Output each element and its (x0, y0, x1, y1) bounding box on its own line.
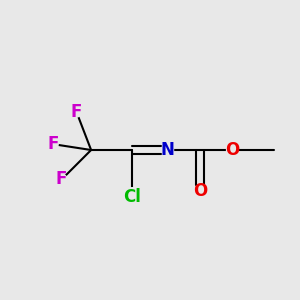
Circle shape (71, 106, 82, 117)
Circle shape (56, 174, 67, 185)
Text: F: F (71, 103, 82, 121)
Circle shape (226, 144, 238, 156)
Text: F: F (47, 135, 58, 153)
Circle shape (194, 185, 206, 197)
Circle shape (47, 139, 58, 149)
Text: N: N (161, 141, 175, 159)
Circle shape (162, 144, 174, 156)
Text: O: O (225, 141, 240, 159)
Text: O: O (193, 182, 207, 200)
Text: F: F (56, 170, 68, 188)
Text: Cl: Cl (123, 188, 141, 206)
Circle shape (123, 188, 142, 206)
